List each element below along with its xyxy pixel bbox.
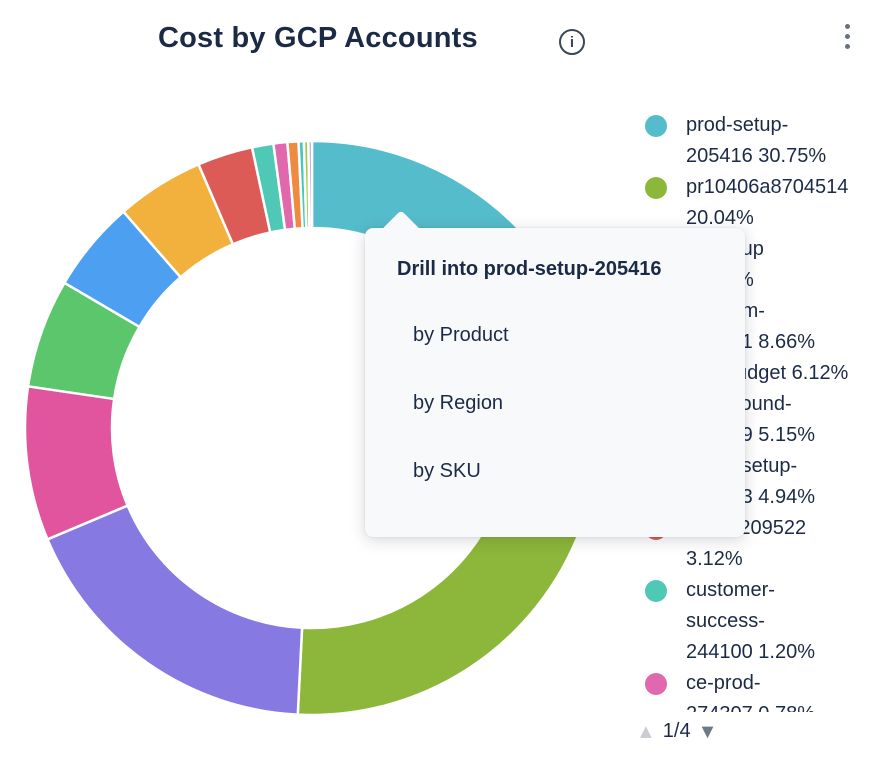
drilldown-option-by-sku[interactable]: by SKU — [413, 460, 481, 482]
legend-item-pr10406a8704514[interactable]: pr10406a8704514 20.04% — [634, 172, 892, 234]
kebab-dot — [844, 34, 850, 39]
legend-item-label: 274307 0.78% — [686, 699, 892, 712]
legend-item-label: pr10406a8704514 — [686, 176, 849, 198]
legend-item-prod-setup-205416[interactable]: prod-setup- 205416 30.75% — [634, 110, 892, 172]
legend-item-label: 3.12% — [686, 548, 743, 570]
donut-slice-small-14[interactable] — [307, 139, 314, 230]
legend-color-dot — [645, 673, 667, 695]
legend-item-label: success- — [686, 610, 765, 632]
legend-item-label: 20.04% — [686, 207, 754, 229]
chart-title: Cost by GCP Accounts — [158, 22, 478, 54]
donut-slice-qa-setup[interactable] — [46, 504, 304, 716]
legend-color-dot — [645, 177, 667, 199]
drilldown-option-by-region[interactable]: by Region — [413, 392, 504, 414]
kebab-menu-button[interactable] — [840, 24, 854, 58]
info-icon[interactable]: i — [559, 29, 585, 55]
drilldown-popup-menu: by Product by Region by SKU — [413, 323, 745, 483]
drilldown-popup-title: Drill into prod-setup-205416 — [397, 258, 662, 280]
drilldown-popup: Drill into prod-setup-205416 by Product b… — [365, 210, 745, 537]
legend-color-dot — [645, 115, 667, 137]
legend-pagination: ▲ 1/4 ▼ — [636, 720, 717, 743]
kebab-dot — [844, 24, 850, 29]
legend-item-label: 244100 1.20% — [686, 641, 816, 663]
legend-item-label: prod-setup- — [686, 114, 789, 136]
legend-page-indicator: 1/4 — [662, 720, 691, 742]
legend-item-label: 205416 30.75% — [686, 145, 827, 167]
legend-color-dot — [645, 580, 667, 602]
drilldown-option-by-product[interactable]: by Product — [413, 324, 509, 346]
legend-item-label: ce-prod- — [686, 672, 761, 694]
legend-page-down-button[interactable]: ▼ — [697, 720, 718, 743]
legend-item-ce-prod-274307[interactable]: ce-prod- 274307 0.78% — [634, 668, 892, 712]
kebab-dot — [844, 44, 850, 49]
legend-page-up-button[interactable]: ▲ — [636, 720, 656, 743]
legend-item-customer-success-244100[interactable]: customer-success- 244100 1.20% — [634, 575, 892, 668]
legend-item-label: customer- — [686, 579, 775, 601]
